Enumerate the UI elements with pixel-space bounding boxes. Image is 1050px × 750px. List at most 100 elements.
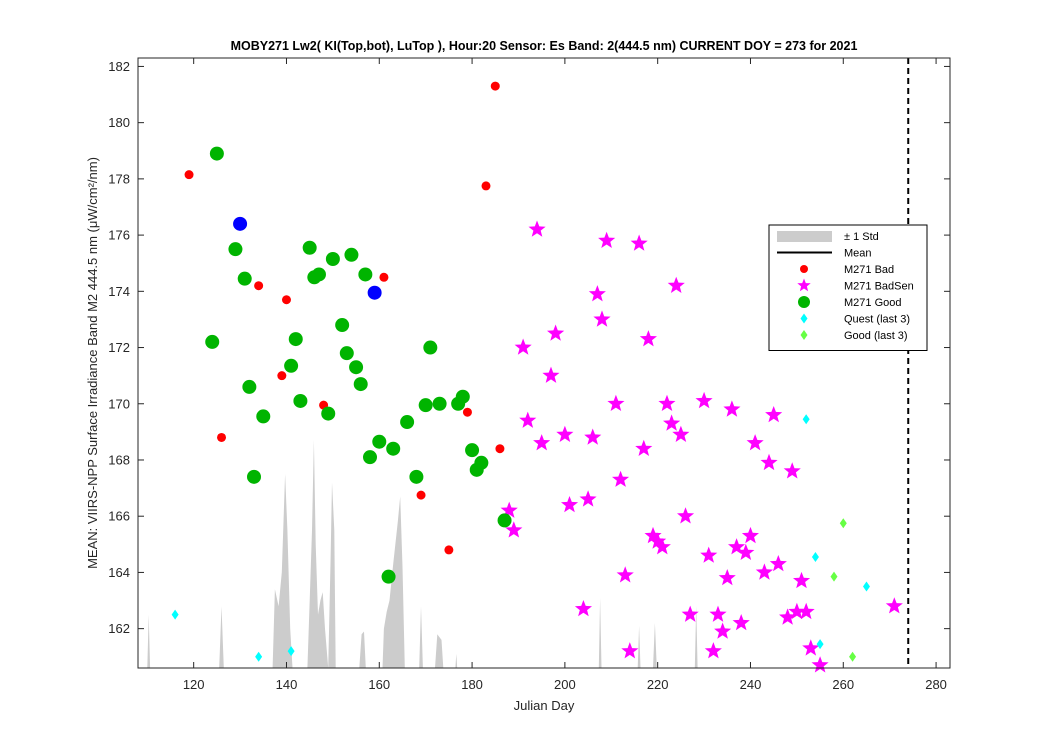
data-point <box>639 330 657 347</box>
data-point <box>830 571 838 582</box>
data-point <box>681 605 699 622</box>
data-point <box>363 450 377 465</box>
data-point <box>584 428 602 445</box>
series-5 <box>830 518 857 662</box>
data-point <box>335 318 350 333</box>
data-point <box>616 566 634 583</box>
data-point <box>612 470 630 487</box>
data-point <box>293 393 308 408</box>
data-point <box>321 406 336 421</box>
legend-swatch <box>797 278 811 292</box>
data-point <box>672 425 690 442</box>
data-point <box>779 608 797 625</box>
x-tick-label: 120 <box>183 677 205 692</box>
data-point <box>700 546 718 563</box>
data-point <box>802 639 820 656</box>
data-point <box>416 490 426 500</box>
ticks-layer: 120 140 160 180 200 220 240 260 280 162 164 166 168 1… <box>108 58 950 692</box>
points-layer <box>171 81 903 673</box>
data-point <box>254 281 264 291</box>
data-point <box>302 240 317 255</box>
legend-label: M271 Bad <box>844 264 894 276</box>
data-point <box>381 569 396 584</box>
data-point <box>233 216 248 231</box>
data-point <box>574 600 592 617</box>
data-point <box>746 434 764 451</box>
legend-label: M271 Good <box>844 297 901 309</box>
y-tick-label: 162 <box>108 621 130 636</box>
data-point <box>607 394 625 411</box>
data-point <box>358 267 373 282</box>
data-point <box>737 543 755 560</box>
data-point <box>849 651 857 662</box>
data-point <box>811 551 819 562</box>
data-point <box>500 501 518 518</box>
data-point <box>728 538 746 555</box>
data-point <box>247 469 261 484</box>
y-tick-label: 164 <box>108 565 130 580</box>
data-point <box>349 360 364 375</box>
data-point <box>288 332 303 347</box>
data-point <box>760 453 778 471</box>
data-point <box>533 434 551 451</box>
data-point <box>579 490 597 507</box>
chart-title: MOBY271 Lw2( KI(Top,bot), LuTop ), Hour:… <box>231 39 858 53</box>
data-point <box>505 521 523 538</box>
data-point <box>839 518 847 529</box>
legend: ± 1 Std Mean M271 Bad M271 BadSen M271 Good Q… <box>768 224 928 351</box>
data-point <box>481 181 491 191</box>
legend-label: Mean <box>844 248 872 260</box>
data-point <box>217 432 227 442</box>
data-point <box>386 441 401 456</box>
data-point <box>311 267 326 282</box>
data-point <box>788 602 806 620</box>
legend-swatch <box>800 313 808 324</box>
data-point <box>677 507 695 524</box>
legend-swatch <box>798 296 810 308</box>
data-point <box>284 358 299 373</box>
data-point <box>277 371 287 381</box>
y-tick-label: 178 <box>108 171 130 186</box>
data-point <box>462 407 472 417</box>
data-point <box>209 146 224 161</box>
data-point <box>885 597 903 614</box>
data-point <box>704 642 722 659</box>
data-point <box>741 526 759 544</box>
data-point <box>547 324 565 341</box>
y-tick-label: 182 <box>108 59 130 74</box>
y-tick-label: 176 <box>108 228 130 243</box>
data-point <box>862 581 870 592</box>
data-point <box>658 394 676 411</box>
series-1 <box>500 220 903 673</box>
data-point <box>432 396 447 411</box>
std-area <box>147 440 698 668</box>
data-point <box>367 285 382 300</box>
x-tick-label: 240 <box>740 677 762 692</box>
data-point <box>769 555 787 572</box>
data-point <box>379 272 389 282</box>
data-point <box>400 415 415 430</box>
y-tick-label: 170 <box>108 396 130 411</box>
data-point <box>542 366 560 383</box>
data-point <box>588 285 606 302</box>
x-tick-label: 180 <box>461 677 483 692</box>
data-point <box>372 434 387 449</box>
data-point <box>495 444 505 454</box>
legend-label: M271 BadSen <box>844 281 914 293</box>
x-tick-label: 220 <box>647 677 669 692</box>
data-point <box>455 389 470 404</box>
legend-swatch <box>777 231 832 242</box>
data-point <box>797 602 815 620</box>
plot-area <box>138 58 950 668</box>
data-point <box>171 609 179 620</box>
x-tick-label: 280 <box>925 677 947 692</box>
data-point <box>621 642 639 659</box>
data-point <box>755 563 773 580</box>
data-point <box>353 377 368 392</box>
y-axis-label: MEAN: VIIRS-NPP Surface Irradiance Band … <box>85 157 100 569</box>
data-point <box>714 622 732 639</box>
data-point <box>474 455 489 470</box>
data-point <box>630 234 648 251</box>
data-point <box>723 400 741 417</box>
data-point <box>653 538 671 555</box>
